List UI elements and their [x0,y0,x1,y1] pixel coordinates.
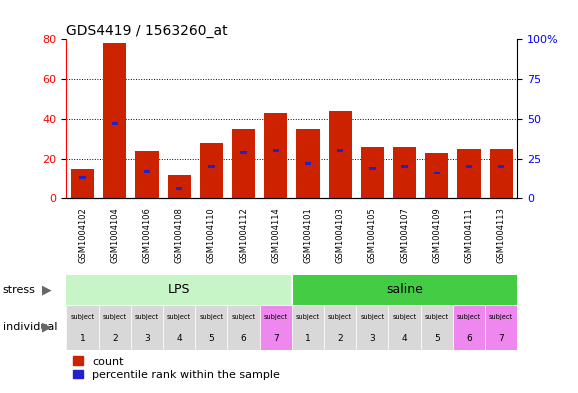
Text: GSM1004108: GSM1004108 [175,208,184,263]
Text: subject: subject [392,314,417,320]
Bar [393,147,416,198]
Text: 6: 6 [466,334,472,343]
Bar [329,111,352,198]
Text: subject: subject [425,314,449,320]
Bar [228,305,260,350]
Bar [103,43,127,198]
Bar [240,151,247,154]
Text: 3: 3 [369,334,375,343]
Text: 4: 4 [176,334,182,343]
Text: GSM1004109: GSM1004109 [432,208,441,263]
Bar [144,170,150,173]
Text: GSM1004104: GSM1004104 [110,208,119,263]
Text: GSM1004110: GSM1004110 [207,208,216,263]
Text: subject: subject [71,314,95,320]
Text: saline: saline [386,283,423,296]
Bar [292,305,324,350]
Bar [168,174,191,198]
Bar [425,153,449,198]
Text: subject: subject [489,314,513,320]
Bar [66,305,99,350]
Bar [485,305,517,350]
Bar [457,149,480,198]
Bar [356,305,388,350]
Text: GSM1004105: GSM1004105 [368,208,377,263]
Bar [490,149,513,198]
Bar [337,149,343,152]
Text: GSM1004106: GSM1004106 [143,208,151,263]
Text: subject: subject [167,314,191,320]
Text: GDS4419 / 1563260_at: GDS4419 / 1563260_at [66,24,228,38]
Text: 4: 4 [402,334,407,343]
Text: GSM1004112: GSM1004112 [239,208,248,263]
Text: 5: 5 [434,334,440,343]
Text: GSM1004103: GSM1004103 [336,208,344,263]
Text: subject: subject [199,314,224,320]
Legend: count, percentile rank within the sample: count, percentile rank within the sample [72,355,281,381]
Bar [388,305,421,350]
Bar [466,165,472,168]
Text: individual: individual [3,322,57,332]
Bar [434,171,440,174]
Text: 7: 7 [498,334,504,343]
Text: GSM1004113: GSM1004113 [497,208,506,263]
Bar [135,151,158,198]
Text: stress: stress [3,285,36,295]
Bar [361,147,384,198]
Bar [99,305,131,350]
Bar [292,275,517,305]
Bar [200,143,223,198]
Bar [71,169,94,198]
Bar [112,122,118,125]
Text: LPS: LPS [168,283,190,296]
Bar [163,305,195,350]
Bar [264,113,287,198]
Text: subject: subject [328,314,352,320]
Bar [66,275,292,305]
Text: 5: 5 [209,334,214,343]
Bar [453,305,485,350]
Bar [273,149,279,152]
Bar [324,305,356,350]
Text: GSM1004102: GSM1004102 [78,208,87,263]
Bar [208,165,214,168]
Text: 3: 3 [144,334,150,343]
Bar [369,167,376,170]
Bar [421,305,453,350]
Text: subject: subject [457,314,481,320]
Text: 2: 2 [338,334,343,343]
Bar [176,187,183,190]
Bar [79,176,86,179]
Text: ▶: ▶ [42,321,52,334]
Text: GSM1004101: GSM1004101 [303,208,313,263]
Text: GSM1004111: GSM1004111 [465,208,473,263]
Bar [232,129,255,198]
Bar [401,165,408,168]
Text: 6: 6 [240,334,246,343]
Text: 1: 1 [80,334,86,343]
Text: 2: 2 [112,334,117,343]
Text: ▶: ▶ [42,283,52,296]
Text: subject: subject [264,314,288,320]
Text: subject: subject [103,314,127,320]
Text: 1: 1 [305,334,311,343]
Bar [305,162,311,165]
Bar [498,165,505,168]
Bar [297,129,320,198]
Bar [260,305,292,350]
Text: subject: subject [135,314,159,320]
Text: GSM1004107: GSM1004107 [400,208,409,263]
Text: subject: subject [296,314,320,320]
Bar [131,305,163,350]
Text: 7: 7 [273,334,279,343]
Bar [195,305,228,350]
Text: GSM1004114: GSM1004114 [271,208,280,263]
Text: subject: subject [360,314,384,320]
Text: subject: subject [232,314,255,320]
